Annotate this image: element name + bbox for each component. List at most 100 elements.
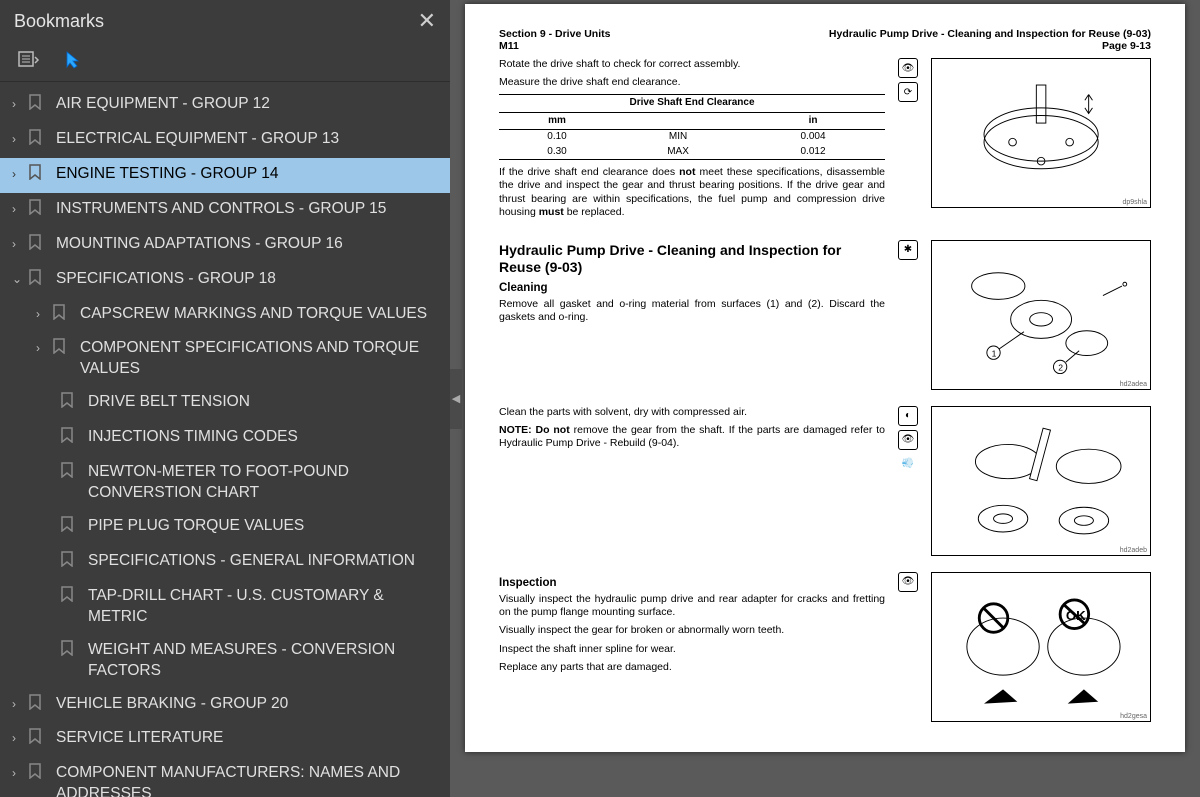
- paragraph: Remove all gasket and o-ring material fr…: [499, 298, 885, 324]
- paragraph: NOTE: Do not remove the gear from the sh…: [499, 424, 885, 450]
- page-viewport[interactable]: Section 9 - Drive Units M11 Hydraulic Pu…: [450, 0, 1200, 797]
- block-3-text: Clean the parts with solvent, dry with c…: [499, 406, 885, 556]
- chevron-icon[interactable]: ›: [36, 306, 52, 322]
- chevron-icon[interactable]: ›: [36, 340, 52, 356]
- bookmark-item[interactable]: › ELECTRICAL EQUIPMENT - GROUP 13: [0, 123, 450, 158]
- bookmark-item[interactable]: › VEHICLE BRAKING - GROUP 20: [0, 688, 450, 723]
- bookmark-item[interactable]: PIPE PLUG TORQUE VALUES: [0, 510, 450, 545]
- bookmark-item[interactable]: ›AIR EQUIPMENT - GROUP 12: [0, 88, 450, 123]
- bookmark-icon: [28, 164, 46, 187]
- chevron-icon[interactable]: ›: [12, 765, 28, 781]
- page-header: Section 9 - Drive Units M11 Hydraulic Pu…: [499, 28, 1151, 52]
- figure-3: hd2adeb: [931, 406, 1151, 556]
- chevron-icon[interactable]: ›: [12, 201, 28, 217]
- col-in: in: [741, 112, 885, 130]
- page-header-left: Section 9 - Drive Units M11: [499, 28, 610, 52]
- chevron-icon[interactable]: ›: [12, 696, 28, 712]
- eye-icon: 👁: [898, 430, 918, 450]
- bookmark-item[interactable]: ›INSTRUMENTS AND CONTROLS - GROUP 15: [0, 193, 450, 228]
- paragraph: Clean the parts with solvent, dry with c…: [499, 406, 885, 419]
- bookmark-item[interactable]: › COMPONENT MANUFACTURERS: NAMES AND ADDR…: [0, 757, 450, 797]
- step-icons: ✱: [897, 240, 919, 390]
- find-bookmark-icon[interactable]: [64, 50, 84, 75]
- block-1: Rotate the drive shaft to check for corr…: [499, 58, 1151, 224]
- paragraph: Replace any parts that are damaged.: [499, 661, 885, 674]
- bookmark-label: INJECTIONS TIMING CODES: [88, 427, 442, 448]
- chevron-icon[interactable]: ⌄: [12, 271, 28, 287]
- bookmarks-title: Bookmarks: [14, 11, 104, 32]
- bookmark-icon: [60, 640, 78, 663]
- bookmarks-panel: Bookmarks ✕ ›AIR EQUIPMENT - GROUP 12›EL…: [0, 0, 450, 797]
- bookmark-icon: [52, 338, 70, 361]
- bookmark-item[interactable]: › CAPSCREW MARKINGS AND TORQUE VALUES: [0, 298, 450, 333]
- figure-label: hd2adea: [1120, 381, 1147, 388]
- chevron-icon[interactable]: ›: [12, 166, 28, 182]
- bookmark-icon: [28, 728, 46, 751]
- subsection-heading: Inspection: [499, 576, 885, 590]
- bookmark-item[interactable]: › COMPONENT SPECIFICATIONS AND TORQUE VAL…: [0, 332, 450, 386]
- bookmark-icon: [52, 304, 70, 327]
- bookmark-label: WEIGHT AND MEASURES - CONVERSION FACTORS: [88, 640, 442, 682]
- figure-label: hd2gesa: [1120, 713, 1147, 720]
- chevron-icon[interactable]: ›: [12, 96, 28, 112]
- svg-text:2: 2: [1058, 363, 1063, 373]
- measure-icon: ⟳: [898, 82, 918, 102]
- bookmark-label: SPECIFICATIONS - GENERAL INFORMATION: [88, 551, 442, 572]
- block-2-text: Hydraulic Pump Drive - Cleaning and Insp…: [499, 240, 885, 390]
- bookmark-item[interactable]: › SERVICE LITERATURE: [0, 722, 450, 757]
- chevron-icon[interactable]: ›: [12, 131, 28, 147]
- bookmark-icon: [28, 94, 46, 117]
- col-mm: mm: [499, 112, 615, 130]
- bookmark-item[interactable]: DRIVE BELT TENSION: [0, 386, 450, 421]
- bookmark-item[interactable]: › ENGINE TESTING - GROUP 14: [0, 158, 450, 193]
- bookmark-label: ELECTRICAL EQUIPMENT - GROUP 13: [56, 129, 442, 150]
- bookmark-icon: [28, 763, 46, 786]
- block-4: Inspection Visually inspect the hydrauli…: [499, 572, 1151, 722]
- bookmark-icon: [60, 392, 78, 415]
- figure-label: hd2adeb: [1120, 547, 1147, 554]
- section-heading: Hydraulic Pump Drive - Cleaning and Insp…: [499, 242, 885, 277]
- bookmark-item[interactable]: SPECIFICATIONS - GENERAL INFORMATION: [0, 545, 450, 580]
- table-title: Drive Shaft End Clearance: [499, 95, 885, 113]
- bookmark-icon: [60, 586, 78, 609]
- bookmarks-header: Bookmarks ✕: [0, 0, 450, 42]
- bookmark-label: ENGINE TESTING - GROUP 14: [56, 164, 442, 185]
- bookmark-label: PIPE PLUG TORQUE VALUES: [88, 516, 442, 537]
- outline-options-icon[interactable]: [18, 51, 40, 74]
- bookmark-item[interactable]: TAP-DRILL CHART - U.S. CUSTOMARY & METRI…: [0, 580, 450, 634]
- bookmark-label: SERVICE LITERATURE: [56, 728, 442, 749]
- chevron-icon[interactable]: ›: [12, 236, 28, 252]
- block-4-text: Inspection Visually inspect the hydrauli…: [499, 572, 885, 722]
- bookmark-label: COMPONENT SPECIFICATIONS AND TORQUE VALU…: [80, 338, 442, 380]
- paragraph: Measure the drive shaft end clearance.: [499, 76, 885, 89]
- bookmark-item[interactable]: ⌄ SPECIFICATIONS - GROUP 18: [0, 263, 450, 298]
- bookmark-item[interactable]: ›MOUNTING ADAPTATIONS - GROUP 16: [0, 228, 450, 263]
- clean-icon: ✱: [898, 240, 918, 260]
- bookmarks-tree[interactable]: ›AIR EQUIPMENT - GROUP 12›ELECTRICAL EQU…: [0, 82, 450, 797]
- close-icon[interactable]: ✕: [418, 8, 436, 34]
- figure-2: 1 2 hd2adea: [931, 240, 1151, 390]
- bookmark-label: CAPSCREW MARKINGS AND TORQUE VALUES: [80, 304, 442, 325]
- figure-label: dp9shla: [1122, 199, 1147, 206]
- step-icons: 👁: [897, 572, 919, 722]
- bookmark-label: SPECIFICATIONS - GROUP 18: [56, 269, 442, 290]
- svg-text:1: 1: [992, 349, 997, 359]
- section-title: Section 9 - Drive Units: [499, 28, 610, 40]
- bookmark-label: COMPONENT MANUFACTURERS: NAMES AND ADDRE…: [56, 763, 442, 797]
- bookmark-item[interactable]: INJECTIONS TIMING CODES: [0, 421, 450, 456]
- bookmark-icon: [60, 427, 78, 450]
- bookmark-item[interactable]: WEIGHT AND MEASURES - CONVERSION FACTORS: [0, 634, 450, 688]
- eye-icon: 👁: [898, 572, 918, 592]
- procedure-title: Hydraulic Pump Drive - Cleaning and Insp…: [829, 28, 1151, 40]
- document-page: Section 9 - Drive Units M11 Hydraulic Pu…: [465, 4, 1185, 752]
- bookmark-item[interactable]: NEWTON-METER TO FOOT-POUND CONVERSTION C…: [0, 456, 450, 510]
- air-icon: 💨: [898, 454, 918, 474]
- bookmarks-toolbar: [0, 42, 450, 82]
- app-root: Bookmarks ✕ ›AIR EQUIPMENT - GROUP 12›EL…: [0, 0, 1200, 797]
- paragraph: If the drive shaft end clearance does no…: [499, 166, 885, 219]
- panel-collapse-handle[interactable]: ◀: [450, 369, 462, 429]
- bookmark-label: VEHICLE BRAKING - GROUP 20: [56, 694, 442, 715]
- paragraph: Visually inspect the hydraulic pump driv…: [499, 593, 885, 619]
- chevron-icon[interactable]: ›: [12, 730, 28, 746]
- bookmark-icon: [60, 516, 78, 539]
